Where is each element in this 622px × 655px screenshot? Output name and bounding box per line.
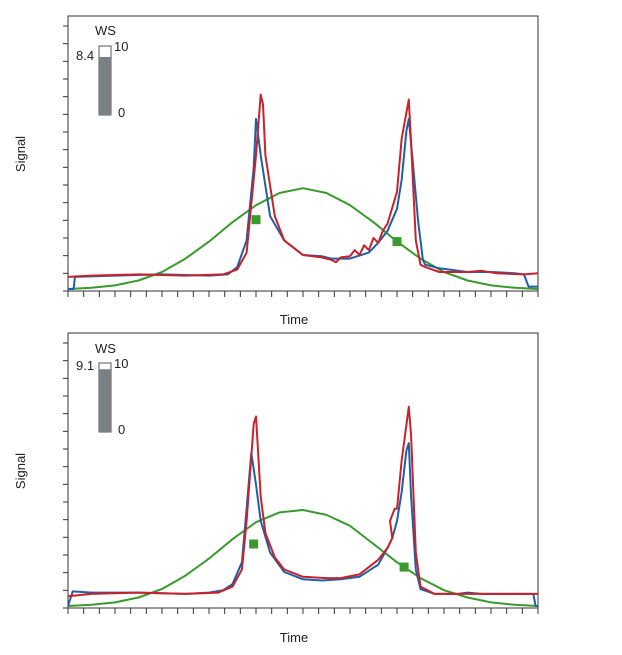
marker-point-top [392,237,402,247]
red-series-line-bottom [67,405,538,598]
ws-label-bottom: WS [95,341,116,356]
marker-point-bottom [249,539,259,549]
ws-value-top: 8.4 [76,48,94,63]
blue-series-line-top [68,117,538,290]
red-series-line-top [67,93,539,278]
ws-gauge-top: WS 8.4 10 0 [76,23,128,120]
plot-area-bottom [67,332,539,609]
markers-group-top [251,215,402,247]
ws-gauge-bottom: WS 9.1 10 0 [76,341,128,437]
green-series-line-top [67,187,539,290]
ws-label-top: WS [95,23,116,38]
ws-min-bottom: 0 [118,422,125,437]
ws-max-top: 10 [114,39,128,54]
ws-min-top: 0 [118,105,125,120]
axis-ticks-bottom [63,342,539,614]
y-axis-label-bottom: Signal [13,453,28,489]
plot-area-top [67,15,539,292]
x-axis-label-bottom: Time [280,630,308,645]
green-series-line-bottom [67,509,539,607]
marker-point-top [251,215,261,225]
ws-value-bottom: 9.1 [76,358,94,373]
series-group-bottom [67,405,539,607]
ws-max-bottom: 10 [114,356,128,371]
x-axis-label-top: Time [280,312,308,327]
chart-top: Time Signal WS 8.4 10 0 [13,15,539,327]
blue-series-line-bottom [67,442,538,607]
y-axis-label-top: Signal [13,136,28,172]
marker-point-bottom [399,562,409,572]
ws-bar-fill-top [99,57,111,115]
markers-group-bottom [249,539,409,572]
axis-ticks-top [63,25,539,297]
chart-bottom: Time Signal WS 9.1 10 0 [13,332,539,645]
series-group-top [67,93,539,290]
ws-bar-fill-bottom [99,369,111,432]
